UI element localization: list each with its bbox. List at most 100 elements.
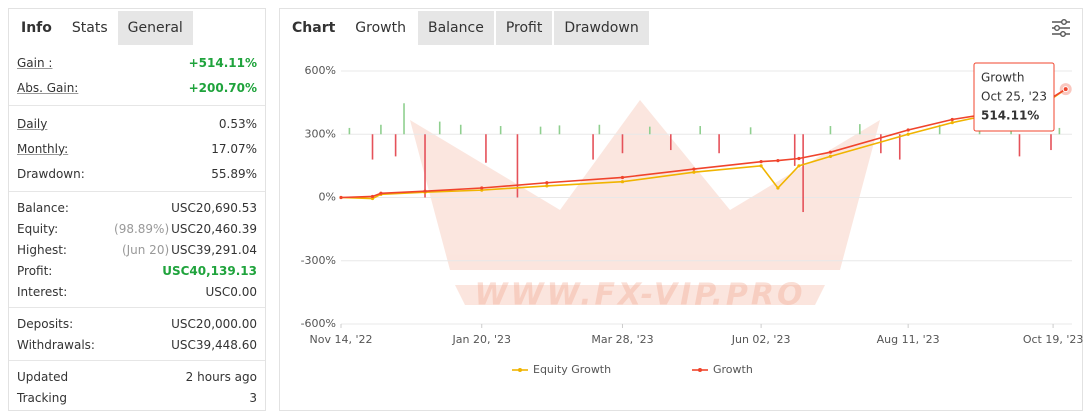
chart-tabs: Chart Growth Balance Profit Drawdown <box>282 11 651 45</box>
growth-chart: WWW.FX-VIP.PRO 600% 300% 0% -300% -600% Nov 14… <box>301 62 1083 376</box>
settings-icon[interactable] <box>1050 17 1072 39</box>
stats-tabs: Info Stats General <box>11 11 193 45</box>
daily-bar <box>1018 134 1021 157</box>
series-point <box>950 117 954 122</box>
stat-row: Profit: USC40,139.13 <box>17 260 257 281</box>
stats-section: Balance: USC20,690.53 Equity: (98.89%) USC20… <box>9 192 265 308</box>
daily-bar <box>438 121 441 135</box>
series-point <box>379 191 383 195</box>
daily-bar <box>499 126 502 135</box>
stat-label: Balance: <box>17 200 69 215</box>
stat-row: Withdrawals: USC39,448.60 <box>17 334 257 355</box>
stat-value: +514.11% <box>188 55 257 70</box>
daily-bar <box>669 134 672 151</box>
series-point <box>423 189 427 193</box>
stats-section: Daily 0.53% Monthly: 17.07% Drawdown: 55.89% <box>9 106 265 192</box>
stats-section: Updated 2 hours ago Tracking 3 <box>9 361 265 413</box>
stat-value-group: 2 hours ago <box>186 370 257 384</box>
stat-value-group: USC0.00 <box>206 285 258 299</box>
daily-bar <box>459 124 462 135</box>
stat-label[interactable]: Abs. Gain: <box>17 80 79 95</box>
stat-row: Tracking 3 <box>17 387 257 408</box>
stat-label: Withdrawals: <box>17 337 95 352</box>
stat-row: Monthly: 17.07% <box>17 136 257 161</box>
stat-label[interactable]: Daily <box>17 116 48 131</box>
series-point <box>759 164 763 168</box>
stats-list: Gain : +514.11% Abs. Gain: +200.70% Daily 0.5… <box>9 45 265 413</box>
hover-point <box>1062 86 1069 93</box>
stat-value-group: USC40,139.13 <box>162 264 257 278</box>
series-point <box>776 186 780 190</box>
stats-section: Gain : +514.11% Abs. Gain: +200.70% <box>9 45 265 106</box>
x-tick-label: Jan 20, '23 <box>452 333 511 346</box>
tab[interactable]: Info <box>11 11 62 45</box>
stat-label: Updated <box>17 369 69 384</box>
stat-label: Equity: <box>17 221 59 236</box>
x-tick-label: Mar 28, '23 <box>591 333 653 346</box>
stat-value-group: USC39,448.60 <box>171 338 257 352</box>
y-tick-label: 0% <box>319 191 336 204</box>
y-tick-label: -600% <box>301 317 336 330</box>
tab[interactable]: Growth <box>345 11 416 45</box>
tooltip-series: Growth <box>981 71 1024 85</box>
legend-label: Growth <box>713 363 753 376</box>
stat-value: USC20,000.00 <box>171 316 257 331</box>
daily-bar <box>394 134 397 157</box>
x-tick-label: Oct 19, '23 <box>1023 333 1083 346</box>
stat-value: 2 hours ago <box>185 369 257 384</box>
daily-bar <box>749 127 752 135</box>
daily-bar <box>348 127 351 135</box>
stat-row: Drawdown: 55.89% <box>17 161 257 186</box>
stat-value-group: 17.07% <box>211 142 257 156</box>
legend-dot <box>698 368 702 372</box>
stat-row: Highest: (Jun 20) USC39,291.04 <box>17 239 257 260</box>
series-point <box>797 156 801 161</box>
daily-bar <box>424 134 426 198</box>
daily-bar <box>802 134 804 213</box>
tab[interactable]: Drawdown <box>554 11 649 45</box>
tooltip-value: 514.11% <box>981 109 1039 123</box>
stat-value: USC0.00 <box>205 284 258 299</box>
series-point <box>480 186 484 190</box>
tab[interactable]: General <box>117 11 193 45</box>
stat-label: Deposits: <box>17 316 74 331</box>
tab[interactable]: Balance <box>417 11 494 45</box>
stat-label[interactable]: Monthly: <box>17 141 69 156</box>
series-point <box>906 128 910 132</box>
stats-panel: Info Stats General Gain : +514.11% Abs. Gain… <box>8 8 266 411</box>
daily-bar <box>371 134 374 160</box>
series-point <box>370 194 375 199</box>
stat-row: Updated 2 hours ago <box>17 366 257 387</box>
series-point <box>620 180 625 184</box>
daily-bar <box>829 126 832 135</box>
daily-bar <box>859 124 861 135</box>
stat-value-group: (98.89%) USC20,460.39 <box>114 222 257 236</box>
stat-value: USC39,291.04 <box>171 242 257 257</box>
tooltip-date: Oct 25, '23 <box>981 90 1047 104</box>
series-point <box>545 184 549 188</box>
stat-row: Interest: USC0.00 <box>17 281 257 302</box>
series-point <box>950 121 954 125</box>
series-point <box>906 132 910 136</box>
stat-label[interactable]: Gain : <box>17 55 53 70</box>
daily-bar <box>1050 134 1052 151</box>
stats-section: Deposits: USC20,000.00 Withdrawals: USC39,4… <box>9 308 265 361</box>
stat-label: Tracking <box>17 390 67 405</box>
tab[interactable]: Stats <box>61 11 118 45</box>
series-point <box>692 170 696 174</box>
watermark-shape <box>410 100 880 305</box>
stat-value-group: (Jun 20) USC39,291.04 <box>122 243 257 257</box>
daily-bar <box>718 134 720 154</box>
tab[interactable]: Profit <box>495 11 553 45</box>
daily-bar <box>898 134 901 160</box>
daily-bar <box>938 124 941 135</box>
stat-value: +200.70% <box>188 80 257 95</box>
stat-value-group: 0.53% <box>219 117 257 131</box>
stat-row: Abs. Gain: +200.70% <box>17 75 257 100</box>
stat-label: Profit: <box>17 263 53 278</box>
stat-value: 0.53% <box>218 116 257 131</box>
stat-note: (Jun 20) <box>121 242 170 257</box>
series-point <box>828 154 833 158</box>
stat-label: Drawdown: <box>17 166 85 181</box>
daily-bar <box>485 134 487 163</box>
